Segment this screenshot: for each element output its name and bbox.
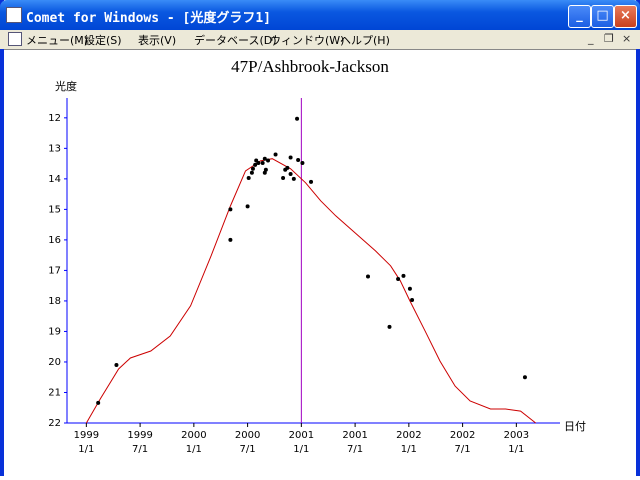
observation-point: [262, 170, 267, 175]
observation-point: [387, 324, 392, 329]
minimize-button[interactable]: _: [568, 5, 591, 28]
y-tick-label: 14: [48, 174, 61, 185]
x-tick-label: 2002 1/1: [396, 430, 422, 455]
y-tick-label: 15: [48, 204, 61, 215]
observation-point: [285, 165, 290, 170]
y-tick-label: 17: [48, 265, 61, 276]
observation-point: [522, 375, 527, 380]
menu-item[interactable]: ヘルプ(H): [340, 34, 390, 47]
observation-point: [281, 175, 286, 180]
x-axis-label: 日付: [564, 420, 586, 433]
observation-point: [96, 400, 101, 405]
observation-point: [407, 286, 412, 291]
observation-point: [309, 179, 314, 184]
trend-curve: [85, 158, 537, 424]
observation-point: [396, 276, 401, 281]
observation-point: [266, 158, 271, 163]
observation-point: [273, 152, 278, 157]
observation-point: [114, 363, 119, 368]
menu-item[interactable]: メニュー(M): [26, 34, 89, 47]
x-tick-label: 2002 7/1: [449, 430, 476, 455]
client-area: 47P/Ashbrook-Jackson 光度日付 12 13 14 15 16 17 18 19…: [4, 49, 636, 477]
observation-point: [228, 207, 233, 212]
x-tick-label: 2001 1/1: [288, 430, 315, 455]
observation-point: [291, 176, 296, 181]
y-axis-label: 光度: [55, 79, 77, 93]
observation-point: [253, 162, 258, 167]
y-tick-label: 19: [48, 326, 61, 337]
observation-point: [249, 170, 254, 175]
observation-point: [288, 155, 293, 160]
observation-point: [300, 161, 305, 165]
x-tick-label: 1999 7/1: [127, 430, 153, 455]
observation-point: [296, 157, 301, 162]
observation-point: [295, 116, 300, 121]
observation-point: [228, 237, 233, 242]
observation-point: [263, 167, 268, 172]
observation-point: [262, 156, 267, 161]
y-tick-label: 16: [48, 235, 61, 246]
y-tick-label: 13: [48, 143, 61, 154]
y-tick-label: 18: [48, 296, 61, 307]
title-bar: Comet for Windows - [光度グラフ1] _ □ ×: [0, 0, 640, 30]
mdi-minimize[interactable]: _: [588, 32, 594, 45]
y-tick-label: 22: [48, 418, 61, 429]
observation-point: [256, 161, 261, 165]
x-tick-label: 2001 7/1: [342, 430, 368, 455]
menu-bar: _ ❐ × メニュー(M) 設定(S) 表示(V) データベース(D) ウィンドウ(W)…: [0, 30, 640, 49]
mdi-restore[interactable]: ❐: [604, 32, 614, 45]
y-tick-label: 20: [48, 357, 61, 368]
observation-point: [366, 274, 370, 279]
menu-item[interactable]: 表示(V): [138, 34, 177, 47]
app-icon: [6, 7, 22, 23]
window-title: Comet for Windows - [光度グラフ1]: [26, 11, 272, 26]
x-tick-label: 2003 1/1: [503, 430, 530, 455]
x-tick-label: 2000 1/1: [181, 430, 207, 455]
observation-point: [246, 175, 251, 180]
chart-title: 47P/Ashbrook-Jackson: [231, 57, 389, 76]
observation-point: [401, 273, 406, 278]
menu-item[interactable]: データベース(D): [194, 34, 277, 47]
observation-point: [260, 161, 265, 165]
menu-item[interactable]: ウィンドウ(W): [270, 34, 345, 47]
menu-item[interactable]: 設定(S): [84, 34, 122, 47]
y-tick-label: 21: [48, 387, 61, 398]
observation-point: [410, 298, 415, 303]
maximize-button[interactable]: □: [591, 5, 614, 28]
x-tick-label: 2000 7/1: [234, 430, 261, 455]
observation-point: [245, 204, 250, 209]
observation-point: [288, 171, 293, 176]
y-tick-label: 12: [48, 113, 61, 124]
x-tick-label: 1999 1/1: [73, 430, 100, 455]
observation-point: [250, 166, 255, 171]
doc-icon: [8, 32, 22, 46]
mdi-close[interactable]: ×: [622, 32, 632, 45]
close-button[interactable]: ×: [614, 5, 637, 28]
